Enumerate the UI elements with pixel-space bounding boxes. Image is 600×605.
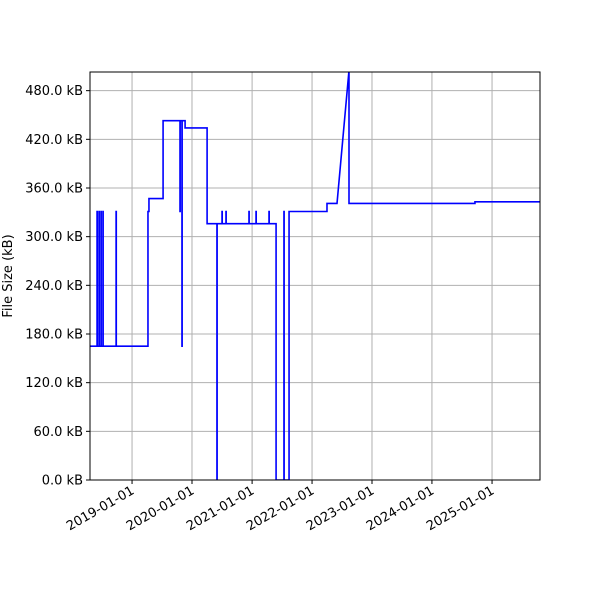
x-tick-label: 2020-01-01 — [124, 483, 197, 534]
grid — [90, 72, 540, 481]
y-axis-label: File Size (kB) — [1, 234, 16, 317]
series-line — [90, 72, 540, 480]
x-tick-label: 2025-01-01 — [424, 483, 497, 534]
y-tick-label: 180.0 kB — [25, 327, 83, 342]
y-tick-label: 360.0 kB — [25, 181, 83, 196]
y-tick-label: 0.0 kB — [42, 474, 83, 489]
y-tick-label: 480.0 kB — [25, 84, 83, 99]
y-tick-label: 120.0 kB — [25, 376, 83, 391]
y-tick-label: 420.0 kB — [25, 133, 83, 148]
y-tick-label: 60.0 kB — [33, 425, 83, 440]
x-tick-label: 2024-01-01 — [364, 483, 437, 534]
y-tick-label: 300.0 kB — [25, 230, 83, 245]
plot-frame — [89, 71, 541, 481]
ticks: 0.0 kB 60.0 kB 120.0 kB 180.0 kB 240.0 kB 300… — [25, 84, 497, 534]
y-tick-label: 240.0 kB — [25, 279, 83, 294]
